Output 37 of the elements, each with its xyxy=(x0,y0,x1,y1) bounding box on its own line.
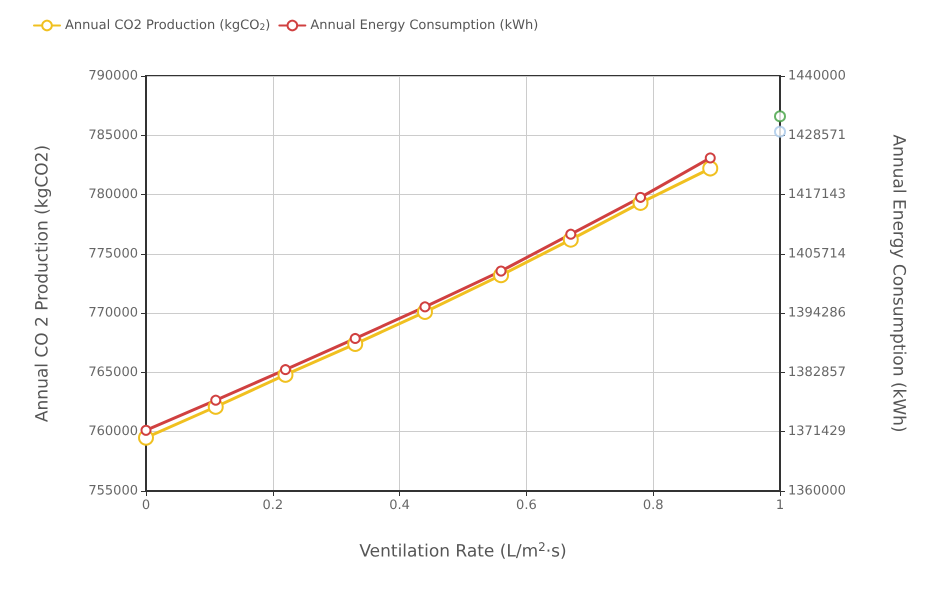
y-tick-label: 775000 xyxy=(88,246,138,262)
point xyxy=(704,152,716,164)
point xyxy=(702,160,718,176)
point xyxy=(210,394,222,406)
x-tick-label: 0 xyxy=(142,498,150,513)
y2-tick-label: 1371429 xyxy=(788,424,846,440)
y2-tick-label: 1417143 xyxy=(788,187,846,202)
y-tick-label: 790000 xyxy=(88,68,138,84)
x-tick-label: 1 xyxy=(776,498,784,513)
point xyxy=(350,332,361,344)
y2-tick-label: 1440000 xyxy=(788,68,846,84)
y2-tick-label: 1360000 xyxy=(788,484,846,498)
y-axis-title: Annual CO 2 Production (kgCO2) xyxy=(32,144,52,422)
y2-axis-title: Annual Energy Consumption (kWh) xyxy=(888,134,908,433)
point xyxy=(774,110,786,122)
legend-label: Annual Energy Consumption (kWh) xyxy=(310,18,538,33)
x-tick-label: 0.6 xyxy=(516,498,537,513)
y2-tick-label: 1428571 xyxy=(788,128,846,143)
x-tick-label: 0.2 xyxy=(262,498,284,513)
y-tick-label: 785000 xyxy=(88,128,138,143)
y-tick-label: 770000 xyxy=(88,306,138,321)
y-tick-label: 780000 xyxy=(88,187,138,202)
point xyxy=(419,301,430,312)
point xyxy=(635,192,646,203)
point xyxy=(774,126,786,138)
y2-tick-label: 1382857 xyxy=(788,364,846,380)
legend-label: Annual CO2 Production (kgCO2) xyxy=(65,18,270,34)
x-tick-label: 0.4 xyxy=(389,498,410,513)
y-tick-label: 760000 xyxy=(88,424,138,440)
y2-tick-label: 1394286 xyxy=(788,306,846,321)
point xyxy=(565,228,576,240)
y-tick-label: 765000 xyxy=(88,364,138,380)
y2-tick-label: 1405714 xyxy=(788,246,846,262)
x-tick-label: 0.8 xyxy=(642,498,664,513)
y-tick-label: 755000 xyxy=(88,484,138,498)
point xyxy=(280,364,291,376)
point xyxy=(140,424,152,436)
